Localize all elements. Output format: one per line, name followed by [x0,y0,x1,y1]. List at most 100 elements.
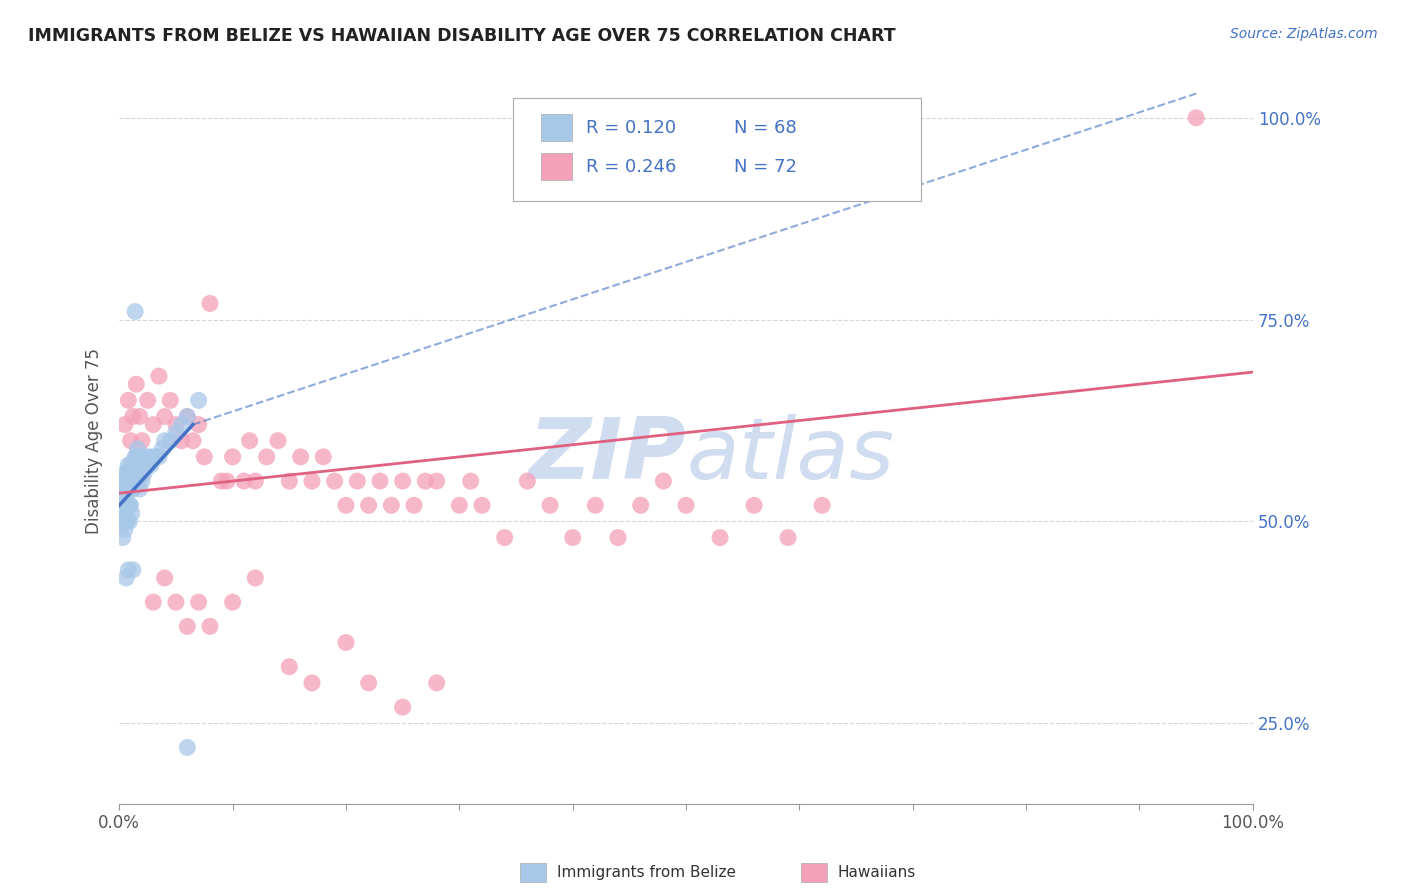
Text: N = 68: N = 68 [734,119,797,136]
Point [153,409,176,424]
Point [538,498,561,512]
Point [128,474,150,488]
Point [198,619,221,633]
Point [709,531,731,545]
Point [460,474,482,488]
Point [131,474,153,488]
Point [368,474,391,488]
Point [176,409,198,424]
Point [112,498,135,512]
Point [115,474,138,488]
Point [426,676,449,690]
Point [335,498,357,512]
Point [583,498,606,512]
Text: Source: ZipAtlas.com: Source: ZipAtlas.com [1230,27,1378,41]
Point [471,498,494,512]
Point [120,474,142,488]
Point [335,635,357,649]
Point [312,450,335,464]
Point [114,490,136,504]
Text: R = 0.246: R = 0.246 [586,158,676,176]
Point [136,393,159,408]
Point [170,434,193,448]
Point [114,507,136,521]
Point [122,458,145,472]
Point [811,498,834,512]
Point [221,450,243,464]
Point [121,507,143,521]
Point [391,700,413,714]
Point [122,458,145,472]
Text: IMMIGRANTS FROM BELIZE VS HAWAIIAN DISABILITY AGE OVER 75 CORRELATION CHART: IMMIGRANTS FROM BELIZE VS HAWAIIAN DISAB… [28,27,896,45]
Point [110,498,132,512]
Point [125,377,148,392]
Point [117,458,139,472]
Point [391,474,413,488]
Point [111,531,134,545]
Point [111,474,134,488]
Point [181,434,204,448]
Point [122,482,145,496]
Point [209,474,232,488]
Point [402,498,425,512]
Point [278,474,301,488]
Point [117,393,139,408]
Point [114,466,136,480]
Point [128,458,150,472]
Point [267,434,290,448]
Point [159,434,181,448]
Point [118,515,141,529]
Point [380,498,402,512]
Point [122,409,145,424]
Point [233,474,256,488]
Text: Hawaiians: Hawaiians [838,865,917,880]
Text: R = 0.120: R = 0.120 [586,119,676,136]
Point [124,474,146,488]
Point [153,434,176,448]
Point [301,676,323,690]
Point [346,474,368,488]
Point [122,474,145,488]
Point [115,498,138,512]
Text: atlas: atlas [686,414,894,497]
Point [150,442,173,456]
Point [145,450,167,464]
Point [165,417,187,432]
Point [134,450,156,464]
Point [652,474,675,488]
Point [239,434,262,448]
Point [516,474,538,488]
Point [120,498,142,512]
Point [290,450,312,464]
Point [148,450,170,464]
Point [142,417,165,432]
Point [357,498,380,512]
Point [112,515,135,529]
Point [132,458,155,472]
Point [170,417,193,432]
Point [153,571,176,585]
Point [127,442,149,456]
Point [278,659,301,673]
Point [125,450,148,464]
Point [176,740,198,755]
Point [607,531,630,545]
Point [142,595,165,609]
Point [114,523,136,537]
Point [165,425,187,440]
Point [415,474,437,488]
Point [245,474,267,488]
Point [120,458,142,472]
Point [115,571,138,585]
Point [323,474,346,488]
Point [128,450,150,464]
Point [125,466,148,480]
Point [215,474,238,488]
Point [115,515,138,529]
Point [117,563,139,577]
Point [187,595,209,609]
Point [165,595,187,609]
Point [301,474,323,488]
Point [115,466,138,480]
Point [122,563,145,577]
